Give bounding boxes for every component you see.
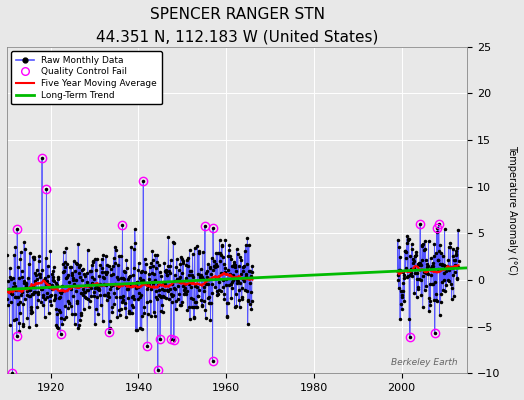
Y-axis label: Temperature Anomaly (°C): Temperature Anomaly (°C)	[507, 145, 517, 275]
Text: Berkeley Earth: Berkeley Earth	[391, 358, 458, 367]
Title: SPENCER RANGER STN
44.351 N, 112.183 W (United States): SPENCER RANGER STN 44.351 N, 112.183 W (…	[96, 7, 378, 44]
Legend: Raw Monthly Data, Quality Control Fail, Five Year Moving Average, Long-Term Tren: Raw Monthly Data, Quality Control Fail, …	[12, 51, 161, 104]
